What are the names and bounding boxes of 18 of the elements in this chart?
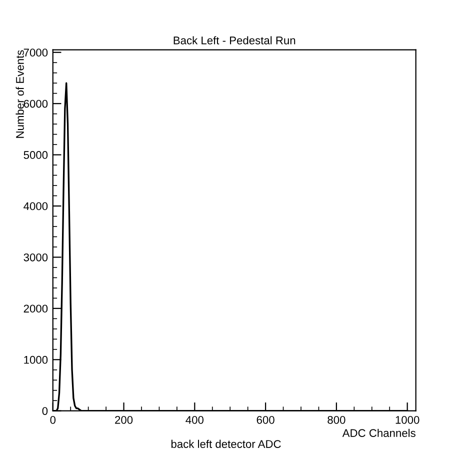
- y-tick-label: 1000: [24, 356, 48, 364]
- y-tick-label: 0: [42, 407, 48, 415]
- y-tick-label: 5000: [24, 151, 48, 159]
- y-tick-label: 6000: [24, 100, 48, 108]
- y-tick-label: 7000: [24, 48, 48, 57]
- chart-title: Back Left - Pedestal Run: [174, 36, 296, 44]
- x-tick-label: 1000: [396, 416, 420, 424]
- x-tick-label: 600: [256, 416, 274, 424]
- x-tick-label: 200: [115, 416, 133, 424]
- y-tick-label: 3000: [24, 253, 48, 262]
- x-tick-label: 400: [186, 416, 204, 424]
- x-tick-label: 0: [50, 416, 56, 424]
- text: back left detector ADC: [171, 440, 281, 448]
- y-axis-title: Number of Events: [16, 50, 24, 138]
- x-tick-label: 800: [328, 416, 346, 424]
- x-axis-title: ADC Channels: [342, 428, 416, 437]
- y-tick-label: 4000: [24, 202, 48, 210]
- y-tick-label: 2000: [24, 304, 48, 313]
